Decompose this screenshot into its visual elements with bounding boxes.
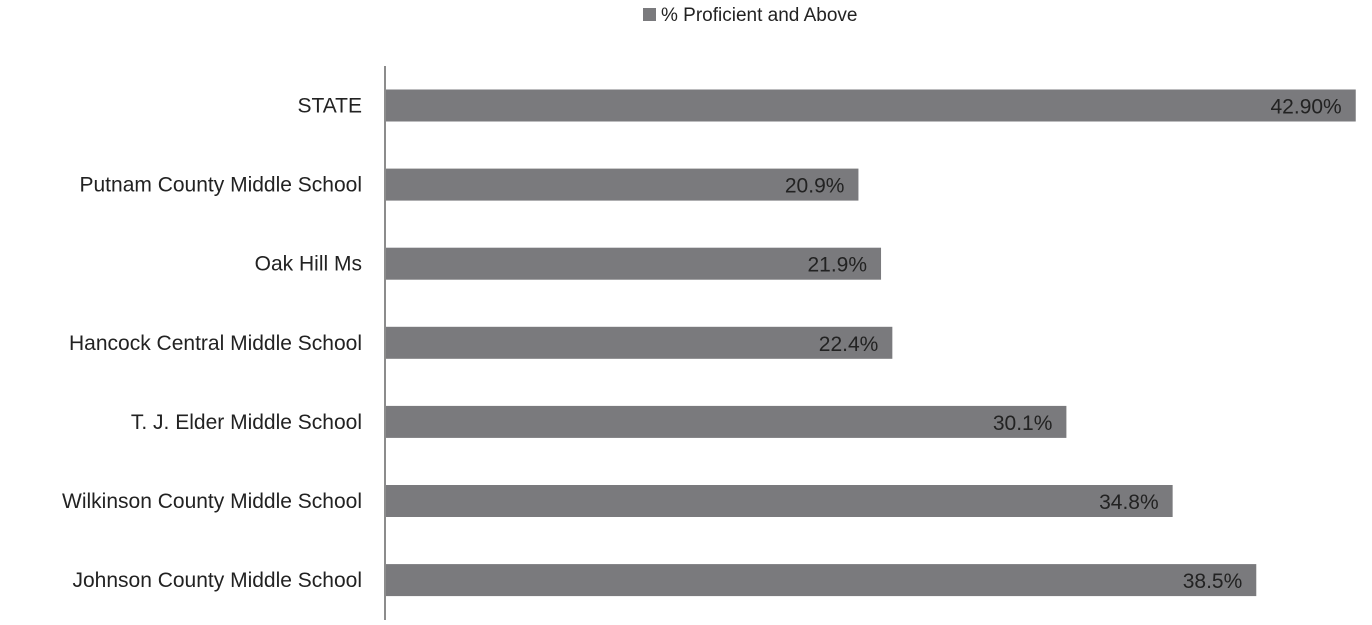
category-label: T. J. Elder Middle School: [131, 411, 362, 434]
bar: [386, 326, 893, 359]
legend-swatch: [643, 8, 656, 21]
data-label: 21.9%: [807, 254, 867, 277]
bar: [386, 89, 1356, 122]
legend: % Proficient and Above: [643, 5, 857, 26]
data-labels: 42.90% 20.9% 21.9% 22.4% 30.1% 34.8% 38.5%: [785, 96, 1342, 594]
category-label: STATE: [297, 95, 362, 118]
category-label: Johnson County Middle School: [72, 569, 362, 592]
data-label: 42.90%: [1271, 96, 1342, 119]
bar: [386, 405, 1067, 438]
bar: [386, 564, 1257, 597]
bar: [386, 485, 1173, 517]
category-label: Oak Hill Ms: [255, 253, 362, 276]
category-label: Wilkinson County Middle School: [62, 490, 362, 513]
bar: [386, 168, 859, 201]
bar: [386, 247, 882, 280]
category-label: Hancock Central Middle School: [69, 332, 362, 355]
data-label: 38.5%: [1183, 570, 1243, 593]
category-labels: STATE Putnam County Middle School Oak Hill…: [62, 95, 362, 593]
category-label: Putnam County Middle School: [80, 174, 363, 197]
data-label: 34.8%: [1099, 491, 1159, 514]
data-label: 22.4%: [819, 333, 879, 356]
bars: [386, 89, 1356, 597]
data-label: 30.1%: [993, 412, 1053, 435]
legend-label: % Proficient and Above: [661, 5, 857, 26]
data-label: 20.9%: [785, 175, 845, 198]
